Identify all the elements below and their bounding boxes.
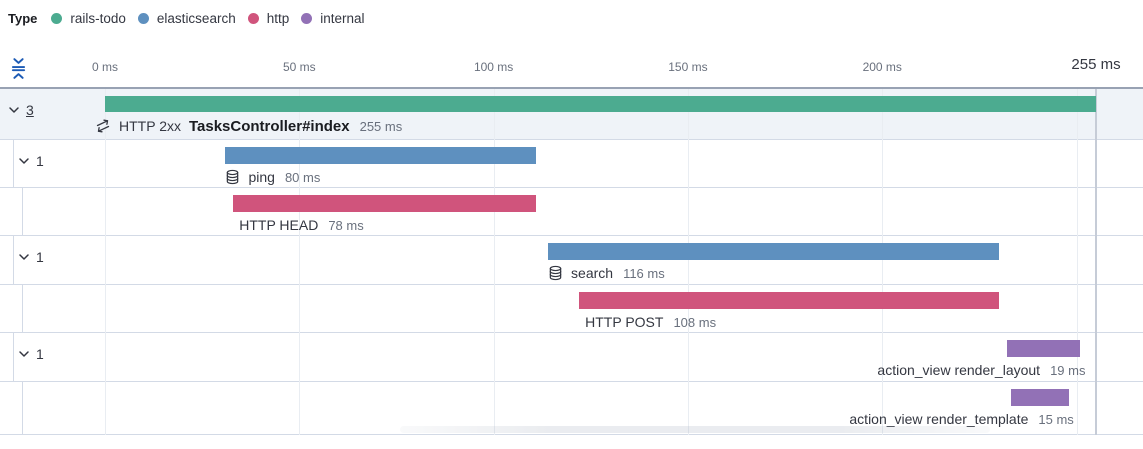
span-duration: 78 ms [328, 217, 364, 233]
row-collapse-toggle[interactable]: 3 [8, 101, 34, 119]
tree-indent-guide [22, 188, 23, 235]
collapse-all-button[interactable] [9, 56, 27, 82]
database-icon [227, 169, 239, 185]
legend-dot-icon [51, 12, 63, 24]
chevron-down-icon [19, 351, 29, 357]
legend-item-label: rails-todo [70, 10, 126, 26]
legend-item-label: internal [320, 10, 365, 26]
fold-icon [11, 58, 25, 79]
span-name: TasksController#index [188, 117, 350, 135]
span-name: ping [248, 169, 275, 185]
database-icon [225, 169, 240, 185]
span-duration: 15 ms [1038, 411, 1074, 427]
axis-tick-label: 200 ms [862, 60, 902, 74]
row-collapse-toggle[interactable]: 1 [18, 345, 44, 363]
tree-indent-guide [22, 285, 23, 332]
legend-dot-icon [247, 12, 259, 24]
span-name: HTTP HEAD [239, 217, 319, 233]
span-duration: 255 ms [359, 118, 403, 134]
legend-item[interactable]: internal [301, 10, 365, 26]
child-count: 3 [26, 102, 34, 118]
row-collapse-toggle[interactable]: 1 [18, 248, 44, 266]
row-collapse-toggle[interactable]: 1 [18, 152, 44, 170]
duration-bar[interactable] [105, 96, 1096, 112]
duration-bar[interactable] [225, 147, 537, 164]
duration-bar[interactable] [548, 243, 999, 260]
axis-tick-label: 100 ms [473, 60, 514, 74]
legend-item[interactable]: rails-todo [51, 11, 126, 26]
waterfall-row[interactable]: 3 HTTP 2xx TasksController#index 255 ms [0, 89, 1143, 140]
duration-bar[interactable] [1010, 389, 1069, 406]
span-label[interactable]: HTTP HEAD 78 ms [239, 216, 364, 234]
chevron-down-icon [9, 107, 19, 113]
database-icon [548, 265, 563, 281]
span-label[interactable]: HTTP POST 108 ms [585, 313, 716, 331]
legend-title: Type [8, 10, 38, 26]
span-label[interactable]: search 116 ms [548, 264, 665, 282]
tree-indent-guide [22, 382, 23, 434]
chevron-down-icon [19, 158, 29, 164]
legend-item-label: elasticsearch [156, 10, 236, 26]
chevron-down-icon [19, 254, 29, 260]
legend-dot-icon [137, 12, 149, 24]
duration-bar[interactable] [579, 292, 999, 309]
child-count: 1 [36, 249, 44, 265]
span-duration: 19 ms [1050, 362, 1086, 378]
axis-tick-label: 0 ms [91, 60, 119, 74]
waterfall-row[interactable]: 1 search 116 ms [0, 236, 1143, 285]
horizontal-scrollbar-thumb[interactable] [400, 426, 990, 433]
span-duration: 108 ms [673, 314, 717, 330]
span-label[interactable]: HTTP 2xx TasksController#index 255 ms [95, 117, 402, 135]
tree-indent-guide [13, 140, 14, 187]
span-duration: 116 ms [623, 265, 665, 281]
legend-item[interactable]: http [247, 10, 290, 26]
database-icon [549, 265, 562, 281]
tree-indent-guide [13, 236, 14, 284]
axis-tick-label: 150 ms [668, 60, 708, 74]
type-legend: Type rails-todo elasticsearch http internal [0, 0, 1143, 36]
waterfall-row[interactable]: action_view render_template 15 ms [0, 382, 1143, 435]
tree-indent-guide [13, 333, 14, 381]
legend-dot-icon [301, 12, 313, 24]
span-label[interactable]: ping 80 ms [225, 168, 320, 186]
waterfall-row[interactable]: 1 action_view render_layout 19 ms [0, 333, 1143, 382]
legend-item[interactable]: elasticsearch [137, 10, 236, 26]
legend-item-label: http [266, 10, 290, 26]
transaction-icon [96, 119, 110, 133]
time-axis: 255 ms 0 ms 50 ms 100 ms 150 ms 200 ms [0, 36, 1143, 89]
child-count: 1 [36, 346, 44, 362]
transaction-icon [95, 118, 111, 134]
span-name: action_view render_layout [877, 362, 1041, 378]
waterfall-row[interactable]: HTTP POST 108 ms [0, 285, 1143, 333]
span-label[interactable]: action_view render_template 15 ms [849, 410, 1073, 428]
span-label[interactable]: action_view render_layout 19 ms [877, 361, 1085, 379]
span-result-prefix: HTTP 2xx [119, 118, 181, 134]
waterfall-row[interactable]: HTTP HEAD 78 ms [0, 188, 1143, 236]
span-name: action_view render_template [849, 411, 1029, 427]
span-duration: 80 ms [284, 169, 321, 185]
span-name: search [571, 265, 614, 281]
waterfall-row[interactable]: 1 ping 80 ms [0, 140, 1143, 188]
span-name: HTTP POST [585, 314, 664, 330]
axis-tick-label: 50 ms [282, 60, 316, 74]
duration-bar[interactable] [233, 195, 537, 212]
child-count: 1 [36, 153, 44, 169]
duration-bar[interactable] [1006, 340, 1081, 357]
trace-duration-label: 255 ms [1071, 56, 1121, 73]
waterfall-body: 3 HTTP 2xx TasksController#index 255 ms 1 pin… [0, 89, 1143, 435]
